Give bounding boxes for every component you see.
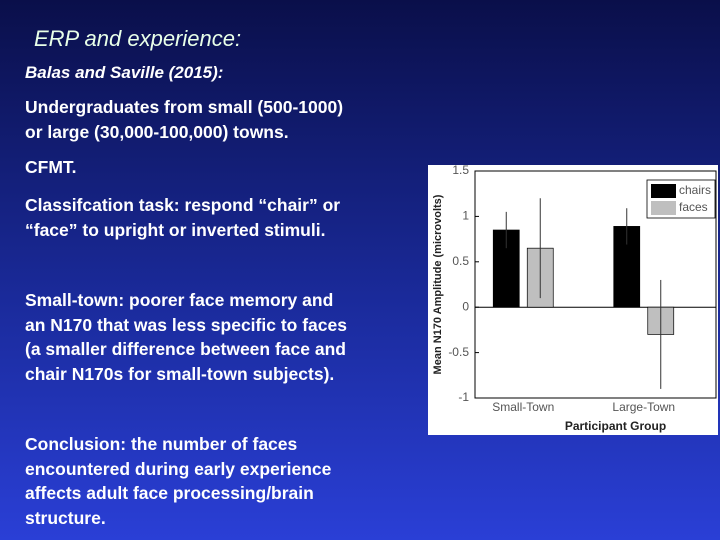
y-tick-label: -1 [458, 390, 469, 404]
legend-label: chairs [679, 183, 711, 197]
paragraph-line: Small-town: poorer face memory and [25, 290, 334, 310]
paragraph-line: CFMT. [25, 157, 77, 177]
plot-frame [474, 170, 717, 399]
paragraph-line: affects adult face processing/brain [25, 483, 314, 503]
paragraph-line: Undergraduates from small (500-1000) [25, 97, 344, 117]
paragraph-line: or large (30,000-100,000) towns. [25, 121, 289, 142]
x-tick-label: Small-Town [492, 400, 554, 414]
y-tick-label: 1 [462, 209, 469, 223]
legend-swatch [651, 201, 676, 215]
paragraph-line: Classifcation task: respond “chair” or [25, 195, 341, 215]
chart: -1 -0.5 0 0.5 1 1.5 Mean N170 Amplitude (micro… [428, 165, 718, 435]
y-tick-label: 0 [462, 299, 469, 313]
x-tick-label: Large-Town [612, 400, 675, 414]
paragraph-line: structure. [25, 507, 106, 528]
paragraph-line: “face” to upright or inverted stimuli. [25, 219, 326, 240]
legend-swatch [651, 184, 676, 198]
x-axis-label: Participant Group [565, 419, 666, 433]
paragraph-line: chair N170s for small-town subjects). [25, 363, 335, 384]
slide-subtitle: Balas and Saville (2015): [25, 63, 224, 82]
paragraph-line: an N170 that was less specific to faces [25, 314, 347, 335]
paragraph-line: Conclusion: the number of faces [25, 434, 298, 454]
slide-title: ERP and experience: [34, 26, 242, 51]
y-axis-label: Mean N170 Amplitude (microvolts) [432, 194, 444, 374]
y-tick-label: 1.5 [452, 165, 469, 177]
paragraph-line: encountered during early experience [25, 458, 332, 479]
paragraph-line: (a smaller difference between face and [25, 339, 346, 359]
y-tick-label: -0.5 [448, 345, 469, 359]
y-tick-label: 0.5 [452, 254, 469, 268]
legend-label: faces [679, 200, 708, 214]
